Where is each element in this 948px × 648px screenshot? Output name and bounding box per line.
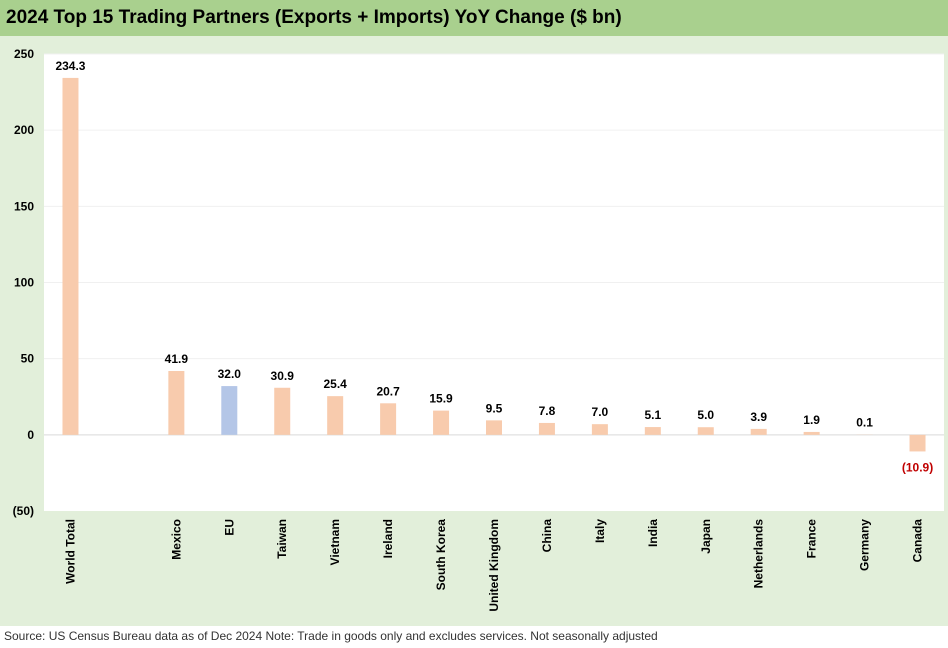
category-label: Ireland [381,519,395,558]
bar-eu [221,386,238,435]
chart-area: 250 200 150 100 50 0 (50) 234.3 41.9 32.0 30.9 25.… [0,36,948,626]
data-label: 9.5 [486,401,503,415]
data-label: 20.7 [376,384,400,398]
bar-vietnam [327,396,344,435]
data-label: 3.9 [750,410,767,424]
category-label: France [805,519,819,559]
data-labels: 234.3 41.9 32.0 30.9 25.4 20.7 15.9 9.5 7.8 7.0 5.… [55,59,933,475]
category-label: Germany [858,519,872,571]
bar-chart: 250 200 150 100 50 0 (50) 234.3 41.9 32.0 30.9 25.… [13,47,944,612]
data-label: 5.0 [697,408,714,422]
category-label: China [540,519,554,553]
category-label: Italy [593,519,607,543]
y-tick-label: 0 [27,428,34,442]
bar-france [803,431,820,435]
bar-world-total [62,77,79,435]
category-label: World Total [63,519,77,584]
bar-mexico [168,371,185,435]
bar-china [538,422,555,435]
bar-taiwan [274,387,291,435]
category-label: United Kingdom [487,519,501,612]
bars [62,77,926,452]
category-label: India [646,519,660,547]
data-label: 234.3 [55,59,85,73]
data-label: 7.8 [539,404,556,418]
bar-united-kingdom [486,420,502,435]
data-label: 15.9 [429,392,453,406]
y-tick-label: 200 [14,123,34,137]
source-note: Source: US Census Bureau data as of Dec … [4,629,658,643]
y-tick-label: 100 [14,276,34,290]
bar-ireland [380,403,397,435]
data-label: 30.9 [271,369,295,383]
bar-south-korea [433,410,450,435]
y-tick-label: 50 [21,352,35,366]
category-label: Canada [911,519,925,563]
data-label: 0.1 [856,416,873,430]
category-label: Japan [699,519,713,554]
chart-title: 2024 Top 15 Trading Partners (Exports + … [0,0,948,36]
data-label: (10.9) [902,460,933,474]
data-label: 7.0 [592,405,609,419]
bar-india [644,427,661,435]
category-label: Taiwan [275,519,289,559]
y-axis-ticks: 250 200 150 100 50 0 (50) [13,47,35,518]
y-tick-label: 150 [14,199,34,213]
gridlines [44,53,944,360]
bar-canada [909,434,926,452]
category-label: Vietnam [328,519,342,565]
category-label: South Korea [434,519,448,591]
data-label: 25.4 [323,377,347,391]
bar-netherlands [750,428,767,435]
bar-italy [591,424,608,435]
category-label: Netherlands [752,519,766,589]
category-label: Mexico [169,519,183,560]
bar-japan [697,427,714,435]
y-tick-label: (50) [13,504,34,518]
y-tick-label: 250 [14,47,34,61]
data-label: 5.1 [644,408,661,422]
category-label: EU [222,519,236,536]
category-labels: World Total Mexico EU Taiwan Vietnam Ireland S… [63,519,924,612]
data-label: 41.9 [165,352,189,366]
data-label: 32.0 [218,367,242,381]
data-label: 1.9 [803,413,820,427]
